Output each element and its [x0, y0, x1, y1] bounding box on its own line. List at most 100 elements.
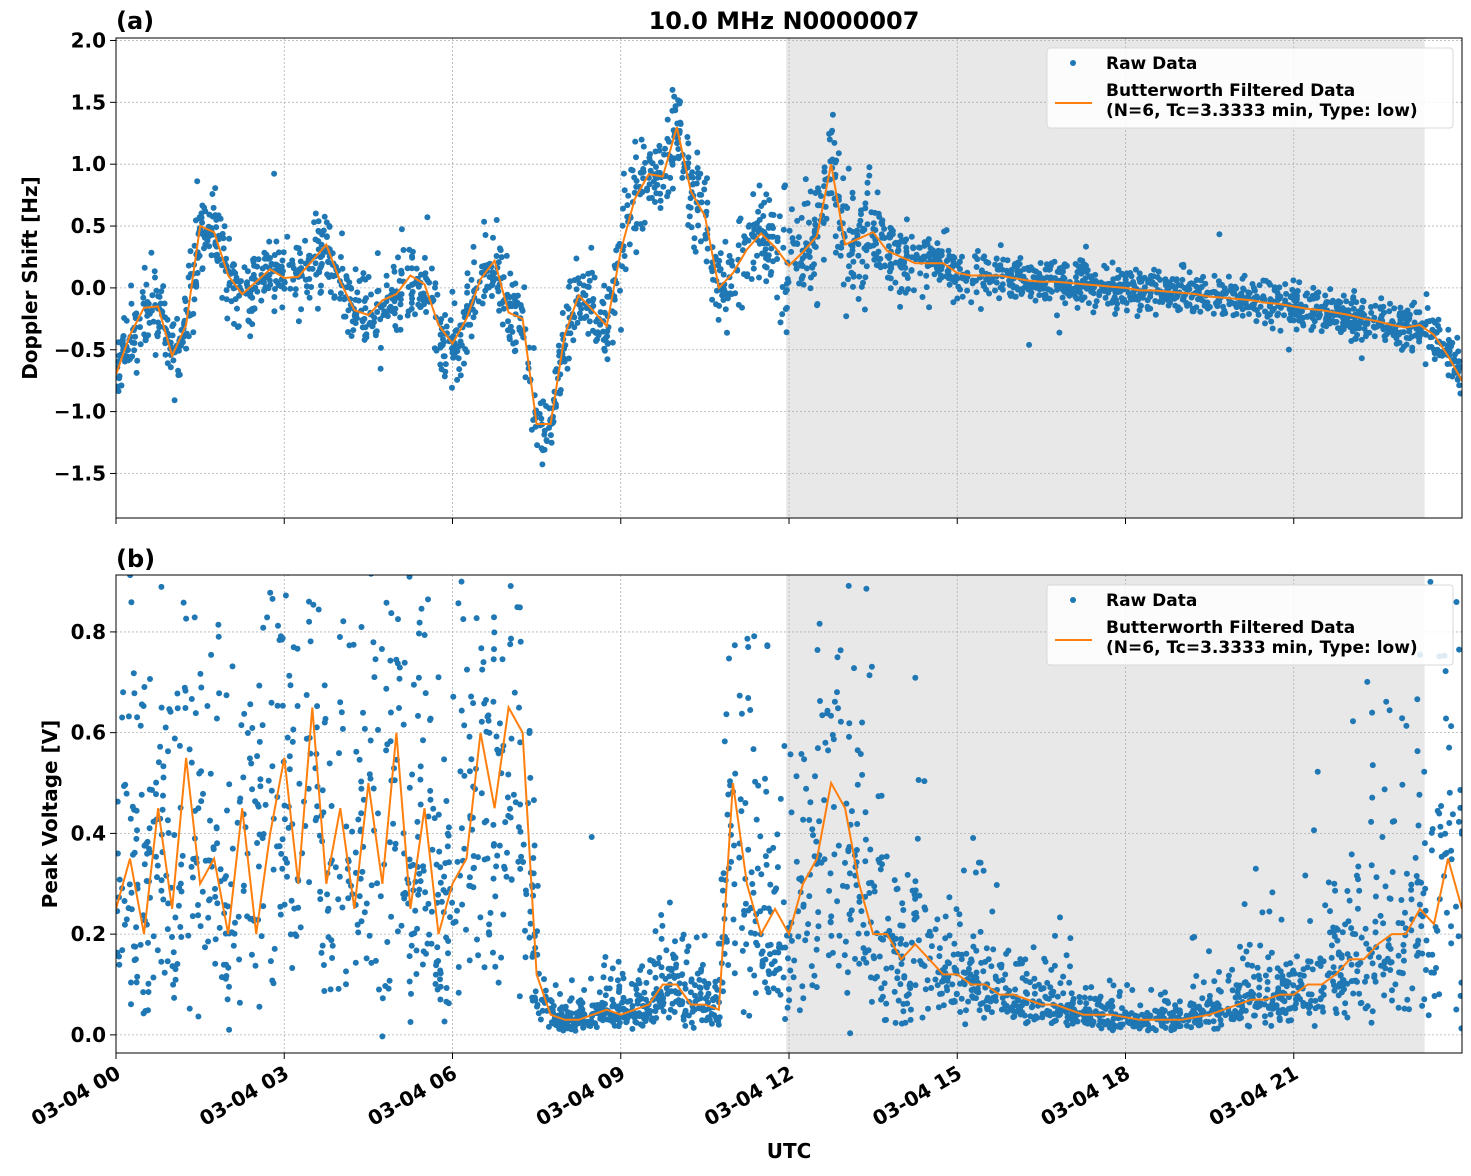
raw-data-point — [620, 223, 626, 229]
raw-data-point — [271, 171, 277, 177]
raw-data-point — [482, 819, 488, 825]
raw-data-point — [694, 934, 700, 940]
raw-data-point — [149, 292, 155, 298]
raw-data-point — [415, 302, 421, 308]
raw-data-point — [160, 807, 166, 813]
raw-data-point — [153, 352, 159, 358]
raw-data-point — [146, 989, 152, 995]
raw-data-point — [1342, 1010, 1348, 1016]
raw-data-point — [494, 734, 500, 740]
raw-data-point — [497, 720, 503, 726]
raw-data-point — [811, 271, 817, 277]
raw-data-point — [141, 684, 147, 690]
raw-data-point — [1336, 298, 1342, 304]
raw-data-point — [1057, 980, 1063, 986]
raw-data-point — [190, 329, 196, 335]
raw-data-point — [739, 925, 745, 931]
raw-data-point — [424, 277, 430, 283]
raw-data-point — [1051, 1018, 1057, 1024]
raw-data-point — [1036, 292, 1042, 298]
raw-data-point — [910, 244, 916, 250]
raw-data-point — [731, 449, 737, 455]
raw-data-point — [745, 644, 751, 650]
raw-data-point — [795, 934, 801, 940]
raw-data-point — [723, 306, 729, 312]
raw-data-point — [1262, 1002, 1268, 1008]
raw-data-point — [430, 806, 436, 812]
raw-data-point — [844, 990, 850, 996]
raw-data-point — [1360, 310, 1366, 316]
raw-data-point — [729, 263, 735, 269]
raw-data-point — [753, 990, 759, 996]
raw-data-point — [731, 881, 737, 887]
raw-data-point — [254, 840, 260, 846]
raw-data-point — [200, 791, 206, 797]
raw-data-point — [508, 583, 514, 589]
raw-data-point — [1262, 1020, 1268, 1026]
raw-data-point — [976, 860, 982, 866]
raw-data-point — [1402, 910, 1408, 916]
raw-data-point — [892, 241, 898, 247]
raw-data-point — [695, 175, 701, 181]
raw-data-point — [439, 899, 445, 905]
raw-data-point — [341, 314, 347, 320]
raw-data-point — [389, 287, 395, 293]
raw-data-point — [425, 901, 431, 907]
raw-data-point — [429, 266, 435, 272]
raw-data-point — [1400, 942, 1406, 948]
raw-data-point — [837, 933, 843, 939]
raw-data-point — [426, 932, 432, 938]
raw-data-point — [481, 293, 487, 299]
raw-data-point — [767, 882, 773, 888]
raw-data-point — [1190, 984, 1196, 990]
raw-data-point — [353, 266, 359, 272]
raw-data-point — [822, 740, 828, 746]
raw-data-point — [381, 308, 387, 314]
raw-data-point — [198, 923, 204, 929]
raw-data-point — [165, 360, 171, 366]
raw-data-point — [764, 642, 770, 648]
raw-data-point — [1322, 321, 1328, 327]
raw-data-point — [398, 268, 404, 274]
raw-data-point — [1282, 297, 1288, 303]
raw-data-point — [1177, 998, 1183, 1004]
raw-data-point — [981, 253, 987, 259]
raw-data-point — [152, 268, 158, 274]
raw-data-point — [1060, 990, 1066, 996]
raw-data-point — [663, 947, 669, 953]
raw-data-point — [588, 976, 594, 982]
raw-data-point — [878, 866, 884, 872]
raw-data-point — [418, 878, 424, 884]
raw-data-point — [863, 837, 869, 843]
raw-data-point — [867, 847, 873, 853]
raw-data-point — [175, 368, 181, 374]
raw-data-point — [241, 883, 247, 889]
raw-data-point — [474, 615, 480, 621]
raw-data-point — [303, 277, 309, 283]
raw-data-point — [1387, 301, 1393, 307]
raw-data-point — [1242, 901, 1248, 907]
raw-data-point — [518, 639, 524, 645]
raw-data-point — [764, 985, 770, 991]
raw-data-point — [1225, 978, 1231, 984]
raw-data-point — [1069, 990, 1075, 996]
raw-data-point — [865, 180, 871, 186]
raw-data-point — [834, 689, 840, 695]
raw-data-point — [692, 993, 698, 999]
raw-data-point — [907, 982, 913, 988]
raw-data-point — [298, 553, 304, 559]
raw-data-point — [287, 753, 293, 759]
raw-data-point — [296, 781, 302, 787]
raw-data-point — [1306, 1010, 1312, 1016]
raw-data-point — [633, 154, 639, 160]
raw-data-point — [632, 139, 638, 145]
raw-data-point — [316, 607, 322, 613]
raw-data-point — [207, 896, 213, 902]
raw-data-point — [869, 999, 875, 1005]
raw-data-point — [292, 292, 298, 298]
raw-data-point — [666, 1015, 672, 1021]
raw-data-point — [317, 265, 323, 271]
raw-data-point — [427, 717, 433, 723]
raw-data-point — [822, 164, 828, 170]
raw-data-point — [226, 236, 232, 242]
